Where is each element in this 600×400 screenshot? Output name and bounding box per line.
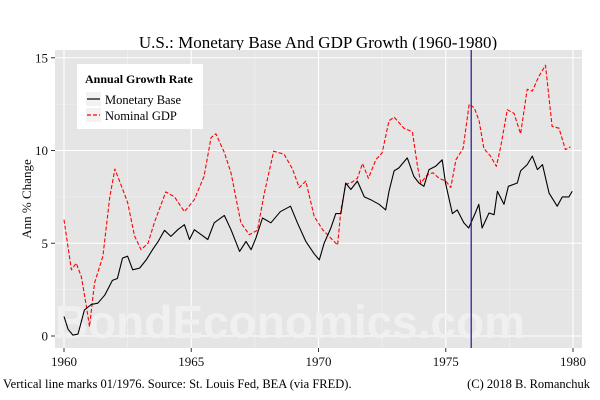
y-tick-label: 15 xyxy=(35,50,48,65)
legend-label-nominal-gdp: Nominal GDP xyxy=(105,109,177,123)
x-tick-label: 1980 xyxy=(560,354,586,369)
footer-source: Vertical line marks 01/1976. Source: St.… xyxy=(3,377,352,391)
y-axis-label: Ann % Change xyxy=(19,159,34,239)
y-tick-label: 5 xyxy=(42,236,49,251)
series-group xyxy=(63,64,573,336)
series-line-monetary-base xyxy=(63,155,573,336)
x-tick-label: 1960 xyxy=(51,354,77,369)
footer-copyright: (C) 2018 B. Romanchuk xyxy=(467,377,591,391)
y-tick-label: 0 xyxy=(42,329,49,344)
legend: Annual Growth Rate Monetary Base Nominal… xyxy=(77,64,203,129)
chart-title: U.S.: Monetary Base And GDP Growth (1960… xyxy=(139,33,497,52)
legend-label-monetary-base: Monetary Base xyxy=(105,93,181,107)
watermark: BondEconomics.com xyxy=(55,296,525,348)
legend-title: Annual Growth Rate xyxy=(85,72,193,86)
x-tick-label: 1970 xyxy=(306,354,332,369)
series-line-nominal-gdp xyxy=(63,64,571,328)
x-tick-label: 1965 xyxy=(178,354,204,369)
x-tick-label: 1975 xyxy=(433,354,459,369)
y-tick-label: 10 xyxy=(35,143,48,158)
axes: 1960 1965 1970 1975 1980 0 5 10 15 xyxy=(35,50,586,369)
